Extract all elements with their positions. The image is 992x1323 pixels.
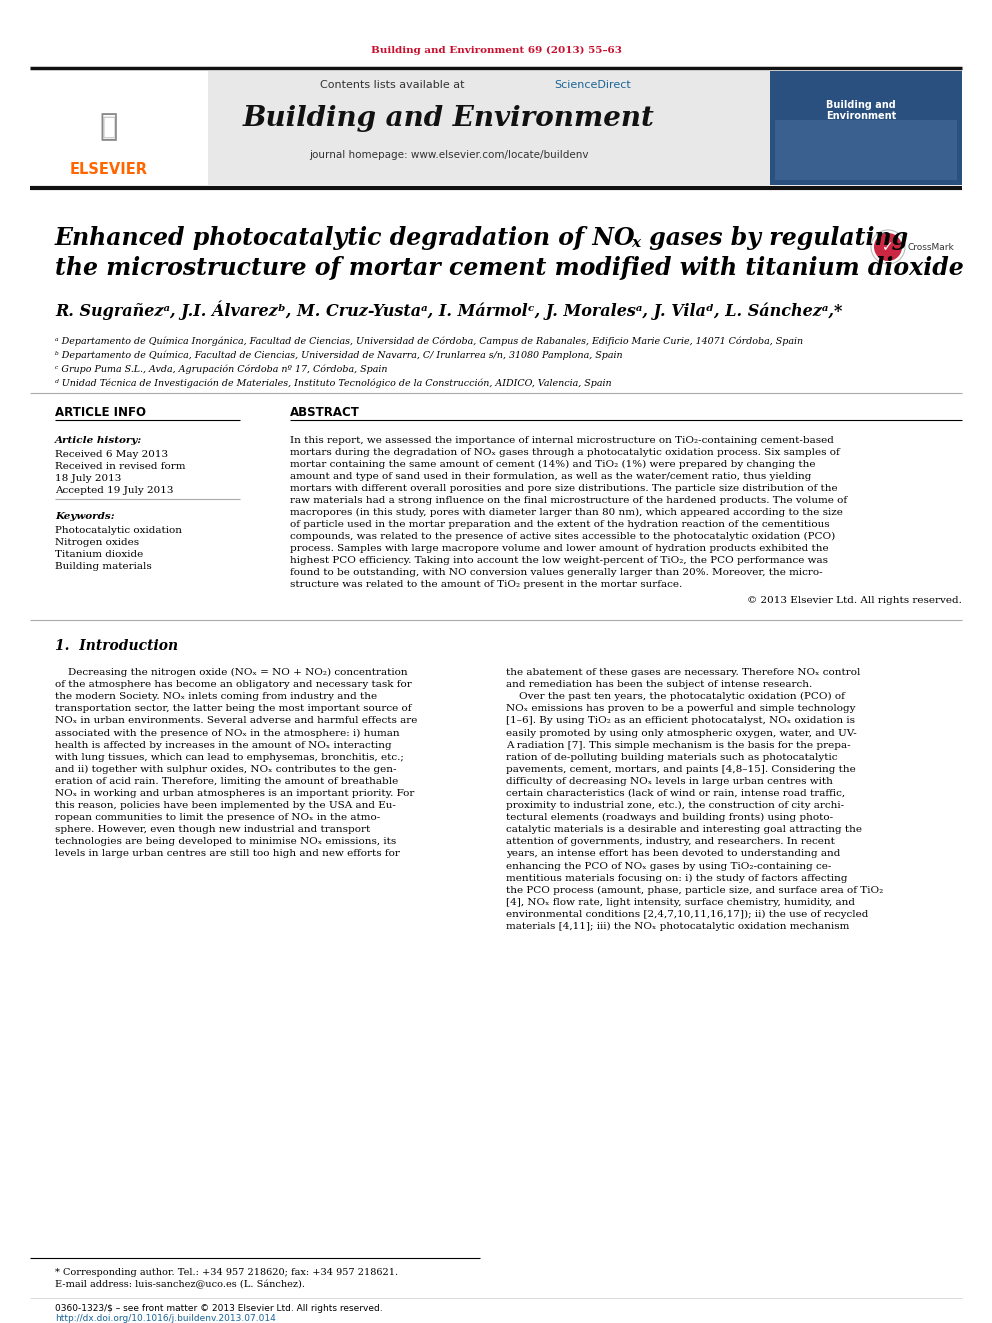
Text: Accepted 19 July 2013: Accepted 19 July 2013 bbox=[55, 486, 174, 495]
Text: NOₓ emissions has proven to be a powerful and simple technology: NOₓ emissions has proven to be a powerfu… bbox=[506, 704, 855, 713]
Text: Titanium dioxide: Titanium dioxide bbox=[55, 550, 143, 560]
Text: mortar containing the same amount of cement (14%) and TiO₂ (1%) were prepared by: mortar containing the same amount of cem… bbox=[290, 460, 815, 470]
Text: raw materials had a strong influence on the final microstructure of the hardened: raw materials had a strong influence on … bbox=[290, 496, 847, 505]
Text: easily promoted by using only atmospheric oxygen, water, and UV-: easily promoted by using only atmospheri… bbox=[506, 729, 857, 737]
Text: with lung tissues, which can lead to emphysemas, bronchitis, etc.;: with lung tissues, which can lead to emp… bbox=[55, 753, 404, 762]
Text: this reason, policies have been implemented by the USA and Eu-: this reason, policies have been implemen… bbox=[55, 802, 396, 810]
Text: © 2013 Elsevier Ltd. All rights reserved.: © 2013 Elsevier Ltd. All rights reserved… bbox=[747, 595, 962, 605]
Text: Enhanced photocatalytic degradation of NO: Enhanced photocatalytic degradation of N… bbox=[55, 226, 636, 250]
Text: NOₓ in working and urban atmospheres is an important priority. For: NOₓ in working and urban atmospheres is … bbox=[55, 789, 415, 798]
Text: http://dx.doi.org/10.1016/j.buildenv.2013.07.014: http://dx.doi.org/10.1016/j.buildenv.201… bbox=[55, 1314, 276, 1323]
Text: of particle used in the mortar preparation and the extent of the hydration react: of particle used in the mortar preparati… bbox=[290, 520, 829, 529]
Text: years, an intense effort has been devoted to understanding and: years, an intense effort has been devote… bbox=[506, 849, 840, 859]
Text: R. Sugrañezᵃ, J.I. Álvarezᵇ, M. Cruz-Yustaᵃ, I. Mármolᶜ, J. Moralesᵃ, J. Vilaᵈ, : R. Sugrañezᵃ, J.I. Álvarezᵇ, M. Cruz-Yus… bbox=[55, 300, 842, 320]
Text: attention of governments, industry, and researchers. In recent: attention of governments, industry, and … bbox=[506, 837, 835, 847]
Text: the modern Society. NOₓ inlets coming from industry and the: the modern Society. NOₓ inlets coming fr… bbox=[55, 692, 377, 701]
Text: Building materials: Building materials bbox=[55, 562, 152, 572]
Text: Nitrogen oxides: Nitrogen oxides bbox=[55, 538, 139, 546]
Text: Article history:: Article history: bbox=[55, 437, 142, 445]
Text: enhancing the PCO of NOₓ gases by using TiO₂-containing ce-: enhancing the PCO of NOₓ gases by using … bbox=[506, 861, 831, 871]
Text: associated with the presence of NOₓ in the atmosphere: i) human: associated with the presence of NOₓ in t… bbox=[55, 729, 400, 738]
Text: the microstructure of mortar cement modified with titanium dioxide: the microstructure of mortar cement modi… bbox=[55, 255, 964, 280]
Text: and remediation has been the subject of intense research.: and remediation has been the subject of … bbox=[506, 680, 812, 689]
Bar bbox=[770, 71, 962, 185]
Text: 🌲: 🌲 bbox=[100, 112, 118, 142]
Text: technologies are being developed to minimise NOₓ emissions, its: technologies are being developed to mini… bbox=[55, 837, 396, 847]
Text: eration of acid rain. Therefore, limiting the amount of breathable: eration of acid rain. Therefore, limitin… bbox=[55, 777, 398, 786]
Text: and ii) together with sulphur oxides, NOₓ contributes to the gen-: and ii) together with sulphur oxides, NO… bbox=[55, 765, 397, 774]
Text: of the atmosphere has become an obligatory and necessary task for: of the atmosphere has become an obligato… bbox=[55, 680, 412, 689]
Text: amount and type of sand used in their formulation, as well as the water/cement r: amount and type of sand used in their fo… bbox=[290, 472, 811, 482]
Text: NOₓ in urban environments. Several adverse and harmful effects are: NOₓ in urban environments. Several adver… bbox=[55, 716, 418, 725]
Text: A radiation [7]. This simple mechanism is the basis for the prepa-: A radiation [7]. This simple mechanism i… bbox=[506, 741, 850, 750]
Text: ᵇ Departamento de Química, Facultad de Ciencias, Universidad de Navarra, C/ Irun: ᵇ Departamento de Química, Facultad de C… bbox=[55, 351, 623, 360]
Text: mortars with different overall porosities and pore size distributions. The parti: mortars with different overall porositie… bbox=[290, 484, 837, 493]
Text: the abatement of these gases are necessary. Therefore NOₓ control: the abatement of these gases are necessa… bbox=[506, 668, 860, 677]
Text: Received in revised form: Received in revised form bbox=[55, 462, 186, 471]
Text: proximity to industrial zone, etc.), the construction of city archi-: proximity to industrial zone, etc.), the… bbox=[506, 802, 844, 810]
Text: process. Samples with large macropore volume and lower amount of hydration produ: process. Samples with large macropore vo… bbox=[290, 544, 828, 553]
Text: Decreasing the nitrogen oxide (NOₓ = NO + NO₂) concentration: Decreasing the nitrogen oxide (NOₓ = NO … bbox=[55, 668, 408, 677]
Text: pavements, cement, mortars, and paints [4,8–15]. Considering the: pavements, cement, mortars, and paints [… bbox=[506, 765, 856, 774]
Text: transportation sector, the latter being the most important source of: transportation sector, the latter being … bbox=[55, 704, 412, 713]
Text: mentitious materials focusing on: i) the study of factors affecting: mentitious materials focusing on: i) the… bbox=[506, 873, 847, 882]
Text: ARTICLE INFO: ARTICLE INFO bbox=[55, 406, 146, 419]
Text: materials [4,11]; iii) the NOₓ photocatalytic oxidation mechanism: materials [4,11]; iii) the NOₓ photocata… bbox=[506, 922, 849, 931]
Text: tectural elements (roadways and building fronts) using photo-: tectural elements (roadways and building… bbox=[506, 814, 833, 823]
Text: found to be outstanding, with NO conversion values generally larger than 20%. Mo: found to be outstanding, with NO convers… bbox=[290, 568, 822, 577]
Text: Keywords:: Keywords: bbox=[55, 512, 115, 521]
Text: Received 6 May 2013: Received 6 May 2013 bbox=[55, 450, 168, 459]
Text: ᵃ Departamento de Química Inorgánica, Facultad de Ciencias, Universidad de Córdo: ᵃ Departamento de Química Inorgánica, Fa… bbox=[55, 337, 804, 347]
Text: mortars during the degradation of NOₓ gases through a photocatalytic oxidation p: mortars during the degradation of NOₓ ga… bbox=[290, 448, 840, 456]
Text: gases by regulating: gases by regulating bbox=[641, 226, 908, 250]
Text: catalytic materials is a desirable and interesting goal attracting the: catalytic materials is a desirable and i… bbox=[506, 826, 862, 835]
Text: the PCO process (amount, phase, particle size, and surface area of TiO₂: the PCO process (amount, phase, particle… bbox=[506, 886, 883, 894]
Text: ⬛: ⬛ bbox=[101, 115, 116, 139]
Text: 18 July 2013: 18 July 2013 bbox=[55, 474, 121, 483]
Text: structure was related to the amount of TiO₂ present in the mortar surface.: structure was related to the amount of T… bbox=[290, 579, 682, 589]
Text: macropores (in this study, pores with diameter larger than 80 nm), which appeare: macropores (in this study, pores with di… bbox=[290, 508, 843, 517]
Text: Building and: Building and bbox=[826, 101, 896, 110]
Text: Over the past ten years, the photocatalytic oxidation (PCO) of: Over the past ten years, the photocataly… bbox=[506, 692, 845, 701]
Bar bbox=[30, 71, 208, 185]
Text: x: x bbox=[631, 235, 640, 250]
Text: [1–6]. By using TiO₂ as an efficient photocatalyst, NOₓ oxidation is: [1–6]. By using TiO₂ as an efficient pho… bbox=[506, 716, 855, 725]
Text: highest PCO efficiency. Taking into account the low weight-percent of TiO₂, the : highest PCO efficiency. Taking into acco… bbox=[290, 556, 828, 565]
Text: Contents lists available at: Contents lists available at bbox=[320, 79, 468, 90]
Text: ropean communities to limit the presence of NOₓ in the atmo-: ropean communities to limit the presence… bbox=[55, 814, 380, 822]
Text: [4], NOₓ flow rate, light intensity, surface chemistry, humidity, and: [4], NOₓ flow rate, light intensity, sur… bbox=[506, 898, 855, 906]
Text: 1.  Introduction: 1. Introduction bbox=[55, 639, 179, 654]
Text: difficulty of decreasing NOₓ levels in large urban centres with: difficulty of decreasing NOₓ levels in l… bbox=[506, 777, 833, 786]
Text: 0360-1323/$ – see front matter © 2013 Elsevier Ltd. All rights reserved.: 0360-1323/$ – see front matter © 2013 El… bbox=[55, 1304, 383, 1312]
Text: * Corresponding author. Tel.: +34 957 218620; fax: +34 957 218621.: * Corresponding author. Tel.: +34 957 21… bbox=[55, 1267, 398, 1277]
Text: journal homepage: www.elsevier.com/locate/buildenv: journal homepage: www.elsevier.com/locat… bbox=[310, 149, 588, 160]
Circle shape bbox=[874, 233, 902, 261]
Text: ScienceDirect: ScienceDirect bbox=[554, 79, 631, 90]
Text: ABSTRACT: ABSTRACT bbox=[290, 406, 360, 419]
Text: CrossMark: CrossMark bbox=[908, 242, 954, 251]
Text: ration of de-polluting building materials such as photocatalytic: ration of de-polluting building material… bbox=[506, 753, 837, 762]
Text: environmental conditions [2,4,7,10,11,16,17]); ii) the use of recycled: environmental conditions [2,4,7,10,11,16… bbox=[506, 910, 868, 919]
Bar bbox=[30, 71, 770, 185]
Text: sphere. However, even though new industrial and transport: sphere. However, even though new industr… bbox=[55, 826, 370, 835]
Text: Environment: Environment bbox=[826, 111, 896, 120]
Text: certain characteristics (lack of wind or rain, intense road traffic,: certain characteristics (lack of wind or… bbox=[506, 789, 845, 798]
Text: ᵈ Unidad Técnica de Investigación de Materiales, Instituto Tecnológico de la Con: ᵈ Unidad Técnica de Investigación de Mat… bbox=[55, 378, 612, 388]
Text: ELSEVIER: ELSEVIER bbox=[70, 163, 148, 177]
Text: levels in large urban centres are still too high and new efforts for: levels in large urban centres are still … bbox=[55, 849, 400, 859]
Text: Photocatalytic oxidation: Photocatalytic oxidation bbox=[55, 527, 182, 534]
Text: In this report, we assessed the importance of internal microstructure on TiO₂-co: In this report, we assessed the importan… bbox=[290, 437, 834, 445]
Text: ✓: ✓ bbox=[882, 239, 894, 254]
Text: Building and Environment 69 (2013) 55–63: Building and Environment 69 (2013) 55–63 bbox=[371, 45, 621, 54]
Text: compounds, was related to the presence of active sites accessible to the photoca: compounds, was related to the presence o… bbox=[290, 532, 835, 541]
Text: Building and Environment: Building and Environment bbox=[243, 105, 655, 131]
Bar bbox=[775, 120, 957, 180]
Text: ᶜ Grupo Puma S.L., Avda, Agrupación Córdoba nº 17, Córdoba, Spain: ᶜ Grupo Puma S.L., Avda, Agrupación Córd… bbox=[55, 365, 388, 374]
Text: health is affected by increases in the amount of NOₓ interacting: health is affected by increases in the a… bbox=[55, 741, 392, 750]
Text: E-mail address: luis-sanchez@uco.es (L. Sánchez).: E-mail address: luis-sanchez@uco.es (L. … bbox=[55, 1279, 305, 1289]
